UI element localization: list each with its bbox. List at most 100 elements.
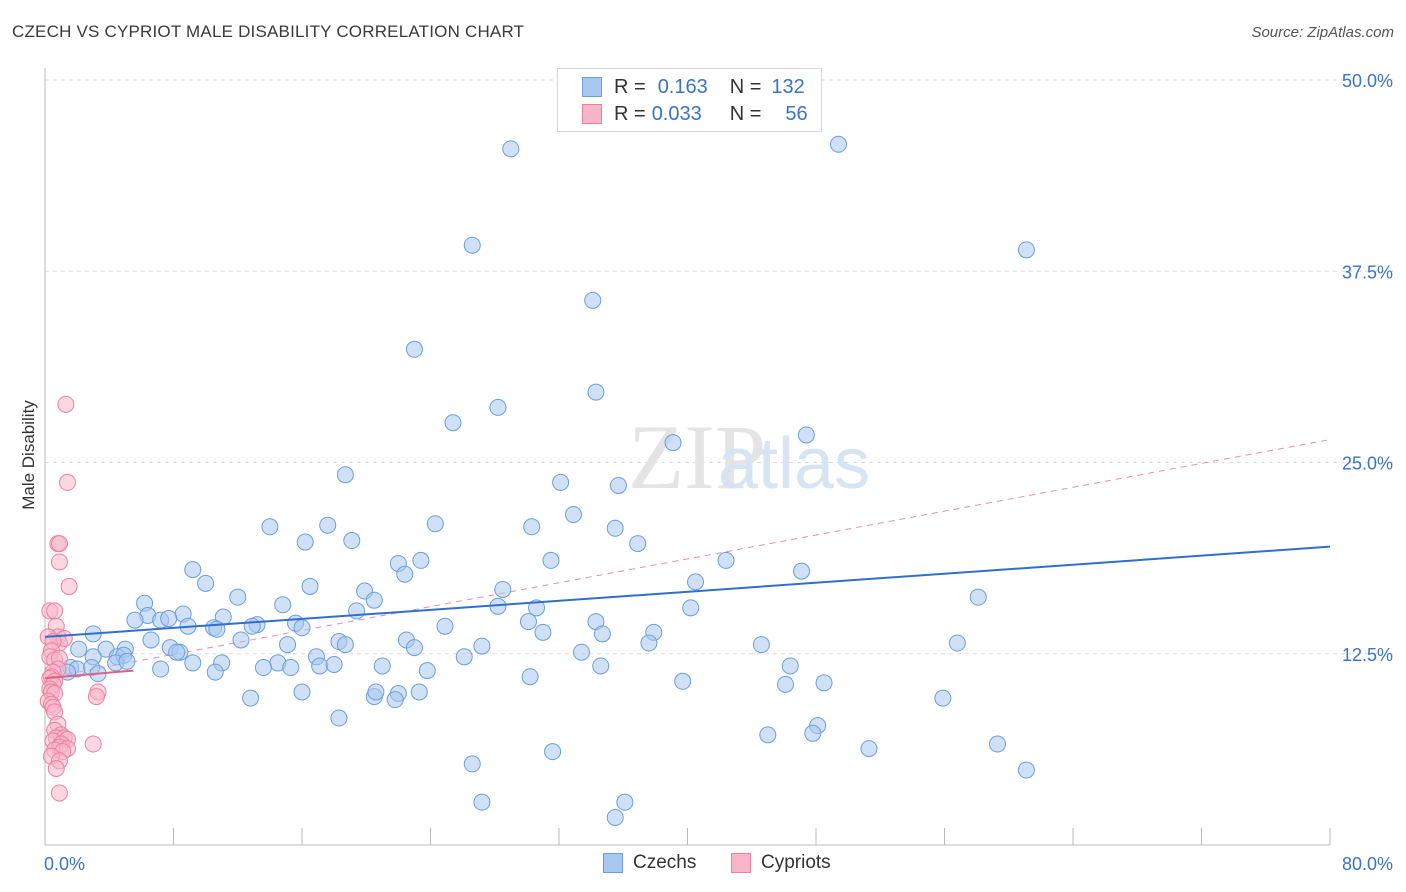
czech-point — [804, 724, 822, 742]
czech-point — [282, 659, 300, 677]
czech-point — [572, 643, 590, 661]
czech-point — [759, 726, 777, 744]
czech-point — [184, 561, 202, 579]
czech-point — [152, 660, 170, 678]
czech-point — [412, 551, 430, 569]
czech-point — [793, 562, 811, 580]
y-tick-label: 37.5% — [1342, 262, 1393, 282]
czech-point — [948, 634, 966, 652]
cypriot-point — [87, 688, 105, 706]
cypriot-points — [39, 395, 1331, 802]
czech-point — [519, 613, 537, 631]
czech-point — [319, 516, 337, 534]
czech-point — [584, 291, 602, 309]
y-axis-label: Male Disability — [19, 400, 38, 510]
czech-point — [160, 610, 178, 628]
czech-point — [829, 135, 847, 153]
series-legend: Czechs Cypriots — [0, 852, 1406, 878]
czech-point — [781, 657, 799, 675]
czech-points — [58, 135, 1035, 826]
czech-point — [436, 617, 454, 635]
czech-point — [934, 689, 952, 707]
czech-point — [261, 518, 279, 536]
r-label: R = — [614, 102, 646, 125]
czech-point — [528, 599, 546, 617]
czech-point — [386, 691, 404, 709]
cypriot-point — [60, 577, 78, 595]
czech-point — [311, 657, 329, 675]
czech-point — [521, 668, 539, 686]
czech-point — [293, 683, 311, 701]
cypriot-point — [47, 760, 65, 777]
czech-point — [523, 518, 541, 536]
y-tick-label: 50.0% — [1342, 71, 1393, 91]
czech-point — [489, 398, 507, 416]
n-label: N = — [729, 102, 762, 125]
czech-point — [168, 643, 186, 661]
czech-point — [367, 683, 385, 701]
r-value: 0.033 — [651, 102, 702, 125]
czech-point — [860, 740, 878, 758]
y-tick-label: 25.0% — [1342, 454, 1393, 474]
legend-row-czechs: R = 0.163 N = 132 — [582, 75, 805, 99]
czech-point — [184, 654, 202, 672]
czech-point — [243, 617, 261, 635]
czech-point — [426, 515, 444, 533]
legend-item-czechs: Czechs — [603, 852, 696, 874]
czech-point — [336, 636, 354, 654]
czech-point — [405, 639, 423, 657]
czech-point — [279, 636, 297, 654]
legend-item-cypriots: Cypriots — [731, 852, 831, 874]
axes — [44, 68, 1331, 846]
czech-trend-line — [44, 545, 1331, 638]
czech-point — [126, 611, 144, 629]
czech-point — [330, 709, 348, 727]
czech-point — [418, 662, 436, 680]
czech-point — [606, 519, 624, 537]
czech-point — [564, 506, 582, 524]
correlation-legend: R = 0.163 N = 132 R = 0.033 N = 56 — [557, 68, 822, 132]
watermark: ZIP atlas — [628, 406, 870, 508]
cypriot-swatch — [731, 853, 751, 873]
n-value: 132 — [771, 75, 805, 98]
x-tick-label: 0.0% — [44, 854, 85, 874]
czech-point — [752, 636, 770, 654]
czech-point — [473, 793, 491, 811]
czech-point — [274, 596, 292, 614]
czech-point — [365, 591, 383, 609]
czech-point — [552, 473, 570, 491]
czech-point — [587, 383, 605, 401]
watermark-zip: ZIP — [628, 406, 766, 508]
legend-label-czechs: Czechs — [633, 852, 697, 873]
czech-point — [396, 565, 414, 583]
grid-lines — [45, 79, 1395, 655]
czech-point — [606, 808, 624, 826]
cypriot-swatch — [582, 104, 602, 124]
czech-point — [609, 476, 627, 494]
czech-point — [494, 580, 512, 598]
czech-point — [242, 689, 260, 707]
tick-labels: 12.5% 25.0% 37.5% 50.0% 0.0% 80.0% — [44, 71, 1393, 874]
czech-point — [325, 655, 343, 673]
czech-point — [473, 637, 491, 655]
cypriot-point — [50, 535, 68, 553]
trend-lines — [44, 439, 1331, 679]
czech-point — [232, 631, 250, 649]
czech-point — [444, 414, 462, 432]
czech-point — [1017, 761, 1035, 779]
czech-point — [544, 743, 562, 761]
czech-point — [797, 426, 815, 444]
czech-point — [687, 573, 705, 591]
cypriot-point — [58, 473, 76, 491]
czech-point — [776, 675, 794, 693]
source-label: Source: ZipAtlas.com — [1251, 24, 1394, 41]
y-tick-label: 12.5% — [1342, 645, 1393, 665]
czech-point — [815, 674, 833, 692]
legend-label-cypriots: Cypriots — [761, 852, 831, 873]
czech-point — [542, 551, 560, 569]
czech-swatch — [582, 77, 602, 97]
czech-point — [717, 551, 735, 569]
cypriot-point — [50, 553, 68, 571]
czech-point — [616, 793, 634, 811]
czech-point — [455, 648, 473, 666]
